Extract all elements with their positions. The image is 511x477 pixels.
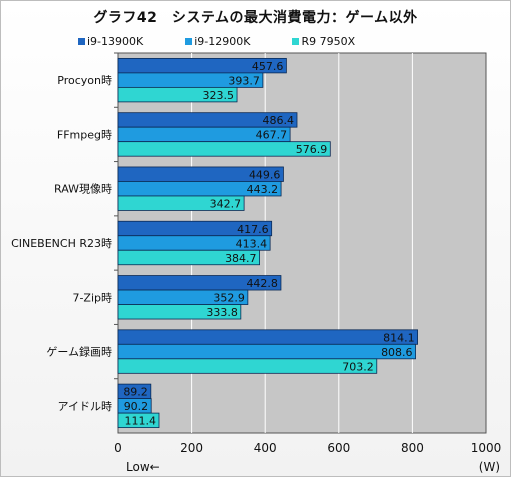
category-label: CINEBENCH R23時 — [11, 237, 112, 250]
bar — [117, 86, 238, 103]
data-label: 486.4 — [262, 114, 294, 127]
data-label: 342.7 — [210, 197, 242, 210]
data-label: 393.7 — [228, 74, 260, 87]
data-label: 576.9 — [296, 143, 328, 156]
data-label: 111.4 — [124, 415, 156, 428]
legend: i9-13900K i9-12900K R9 7950X — [78, 35, 397, 48]
legend-item-i9-12900k: i9-12900K — [185, 35, 250, 48]
legend-label-i9-12900k: i9-12900K — [194, 35, 251, 48]
bar — [117, 329, 418, 345]
x-tick-label: 1000 — [471, 441, 502, 455]
category-label: アイドル時 — [58, 400, 112, 413]
legend-swatch-r9-7950x — [292, 38, 300, 45]
category-label: Procyon時 — [57, 74, 112, 87]
data-label: 90.2 — [124, 400, 149, 413]
data-label: 89.2 — [123, 386, 148, 399]
x-tick-label: 0 — [114, 441, 122, 455]
data-label: 417.6 — [237, 223, 269, 236]
legend-label-r9-7950x: R9 7950X — [301, 35, 356, 48]
data-label: 443.2 — [247, 183, 279, 196]
data-label: 814.1 — [383, 331, 415, 344]
data-label: 352.9 — [213, 292, 245, 305]
data-label: 467.7 — [256, 129, 288, 142]
category-label: FFmpeg時 — [57, 128, 112, 141]
axis-direction-label: Low← — [126, 460, 160, 474]
bar — [117, 195, 245, 211]
bar — [117, 249, 260, 266]
x-tick-label: 400 — [254, 441, 277, 455]
data-label: 457.6 — [252, 60, 284, 73]
bar — [117, 141, 331, 157]
legend-swatch-i9-13900k — [78, 38, 85, 45]
bar — [117, 358, 378, 374]
data-label: 449.6 — [249, 168, 281, 181]
x-tick-label: 600 — [327, 441, 350, 455]
data-label: 384.7 — [225, 252, 257, 265]
legend-swatch-i9-12900k — [185, 38, 193, 45]
data-label: 703.2 — [342, 360, 374, 373]
data-label: 413.4 — [236, 237, 268, 250]
bar — [117, 304, 242, 320]
data-label: 808.6 — [381, 346, 413, 359]
legend-item-r9-7950x: R9 7950X — [292, 35, 355, 48]
legend-item-i9-13900k: i9-13900K — [78, 35, 143, 48]
bar — [117, 343, 416, 360]
chart-title: グラフ42 システムの最大消費電力：ゲーム以外 — [93, 10, 418, 26]
category-label: ゲーム録画時 — [46, 345, 112, 359]
data-label: 442.8 — [246, 277, 278, 290]
category-label: RAW現像時 — [54, 183, 112, 196]
x-tick-label: 800 — [401, 441, 424, 455]
unit-label: (W) — [479, 460, 500, 474]
legend-label-i9-13900k: i9-13900K — [87, 35, 144, 48]
category-label: 7-Zip時 — [72, 291, 112, 304]
data-label: 333.8 — [206, 306, 238, 319]
bar — [117, 412, 160, 429]
data-label: 323.5 — [203, 89, 235, 102]
x-tick-label: 200 — [180, 441, 203, 455]
